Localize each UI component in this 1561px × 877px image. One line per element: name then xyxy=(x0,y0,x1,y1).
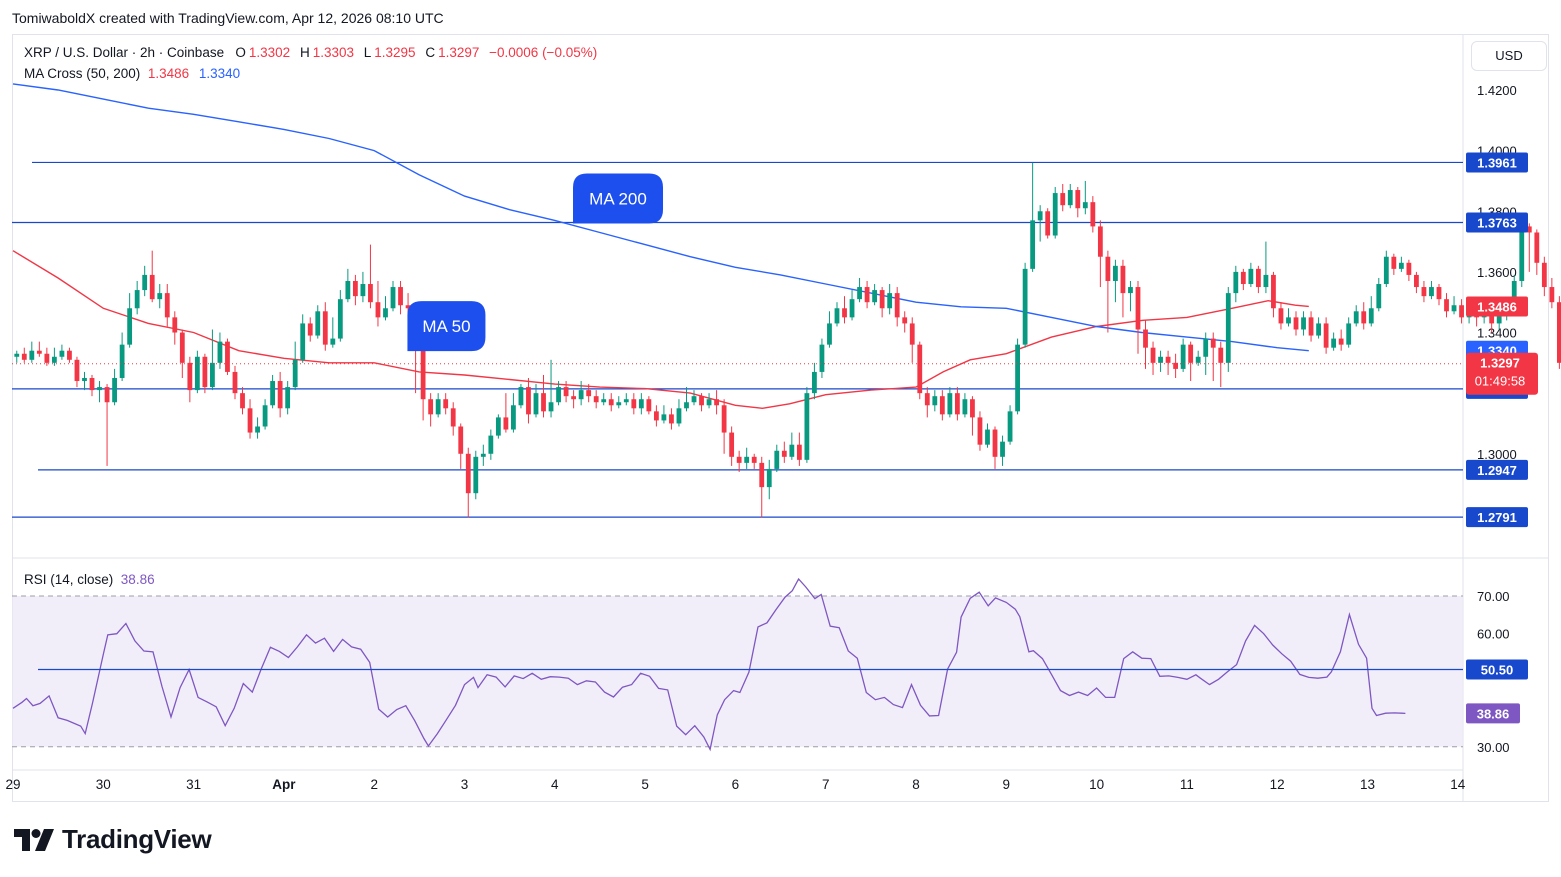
ma-cross-label[interactable]: MA Cross (50, 200) xyxy=(24,66,141,81)
close-value: 1.3297 xyxy=(438,45,480,60)
low-value: 1.3295 xyxy=(374,45,416,60)
rsi-label[interactable]: RSI (14, close) xyxy=(24,572,114,587)
chart-frame xyxy=(12,34,1549,802)
open-value: 1.3302 xyxy=(248,45,291,60)
low-label: L xyxy=(363,45,372,60)
high-label: H xyxy=(299,45,310,60)
tradingview-brand: TradingView xyxy=(62,824,212,854)
ma-cross-legend: MA Cross (50, 200) 1.3486 1.3340 xyxy=(24,66,246,81)
candle-down xyxy=(1549,287,1555,303)
rsi-value: 38.86 xyxy=(120,572,155,587)
high-value: 1.3303 xyxy=(312,45,354,60)
ma50-value: 1.3486 xyxy=(147,66,190,81)
candle-down xyxy=(1556,302,1561,363)
open-label: O xyxy=(235,45,246,60)
change-value: −0.0006 (−0.05%) xyxy=(489,45,598,60)
close-label: C xyxy=(425,45,436,60)
tradingview-logo: TradingView xyxy=(14,824,212,855)
tradingview-logo-icon xyxy=(14,828,54,851)
ma200-value: 1.3340 xyxy=(198,66,241,81)
symbol-name[interactable]: XRP / U.S. Dollar · 2h · Coinbase xyxy=(24,45,225,60)
currency-button[interactable]: USD xyxy=(1471,41,1547,71)
attribution-text: TomiwaboldX created with TradingView.com… xyxy=(12,10,444,26)
symbol-legend: XRP / U.S. Dollar · 2h · Coinbase O 1.330… xyxy=(24,45,603,60)
rsi-legend: RSI (14, close) 38.86 xyxy=(24,572,155,587)
